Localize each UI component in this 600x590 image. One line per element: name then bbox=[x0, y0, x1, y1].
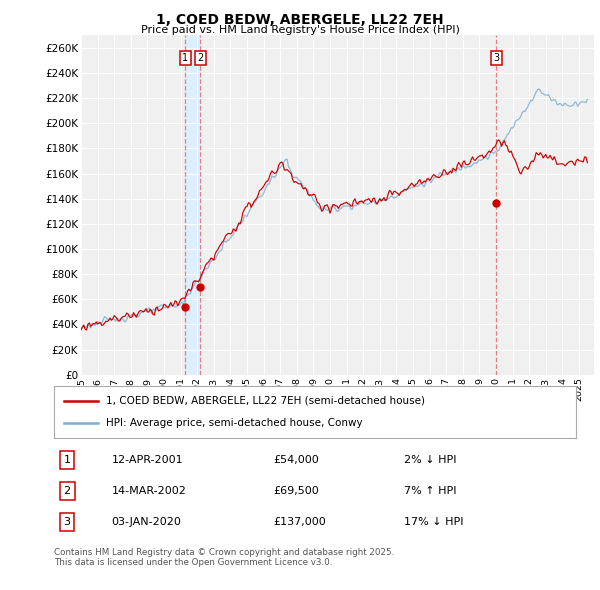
Text: Price paid vs. HM Land Registry's House Price Index (HPI): Price paid vs. HM Land Registry's House … bbox=[140, 25, 460, 35]
Text: 3: 3 bbox=[493, 53, 499, 63]
Text: 3: 3 bbox=[64, 517, 71, 527]
Text: £69,500: £69,500 bbox=[273, 486, 319, 496]
Text: £137,000: £137,000 bbox=[273, 517, 326, 527]
Text: 2: 2 bbox=[197, 53, 203, 63]
Text: 2% ↓ HPI: 2% ↓ HPI bbox=[404, 455, 456, 465]
Text: Contains HM Land Registry data © Crown copyright and database right 2025.
This d: Contains HM Land Registry data © Crown c… bbox=[54, 548, 394, 567]
Text: 2: 2 bbox=[64, 486, 71, 496]
Text: 1: 1 bbox=[64, 455, 71, 465]
Text: 1: 1 bbox=[182, 53, 188, 63]
Text: 7% ↑ HPI: 7% ↑ HPI bbox=[404, 486, 456, 496]
Text: 12-APR-2001: 12-APR-2001 bbox=[112, 455, 183, 465]
Text: 17% ↓ HPI: 17% ↓ HPI bbox=[404, 517, 463, 527]
Text: 1, COED BEDW, ABERGELE, LL22 7EH: 1, COED BEDW, ABERGELE, LL22 7EH bbox=[156, 13, 444, 27]
Text: £54,000: £54,000 bbox=[273, 455, 319, 465]
Text: 1, COED BEDW, ABERGELE, LL22 7EH (semi-detached house): 1, COED BEDW, ABERGELE, LL22 7EH (semi-d… bbox=[106, 396, 425, 406]
Text: HPI: Average price, semi-detached house, Conwy: HPI: Average price, semi-detached house,… bbox=[106, 418, 363, 428]
Text: 03-JAN-2020: 03-JAN-2020 bbox=[112, 517, 181, 527]
Bar bbox=[185, 35, 200, 375]
Text: 14-MAR-2002: 14-MAR-2002 bbox=[112, 486, 186, 496]
